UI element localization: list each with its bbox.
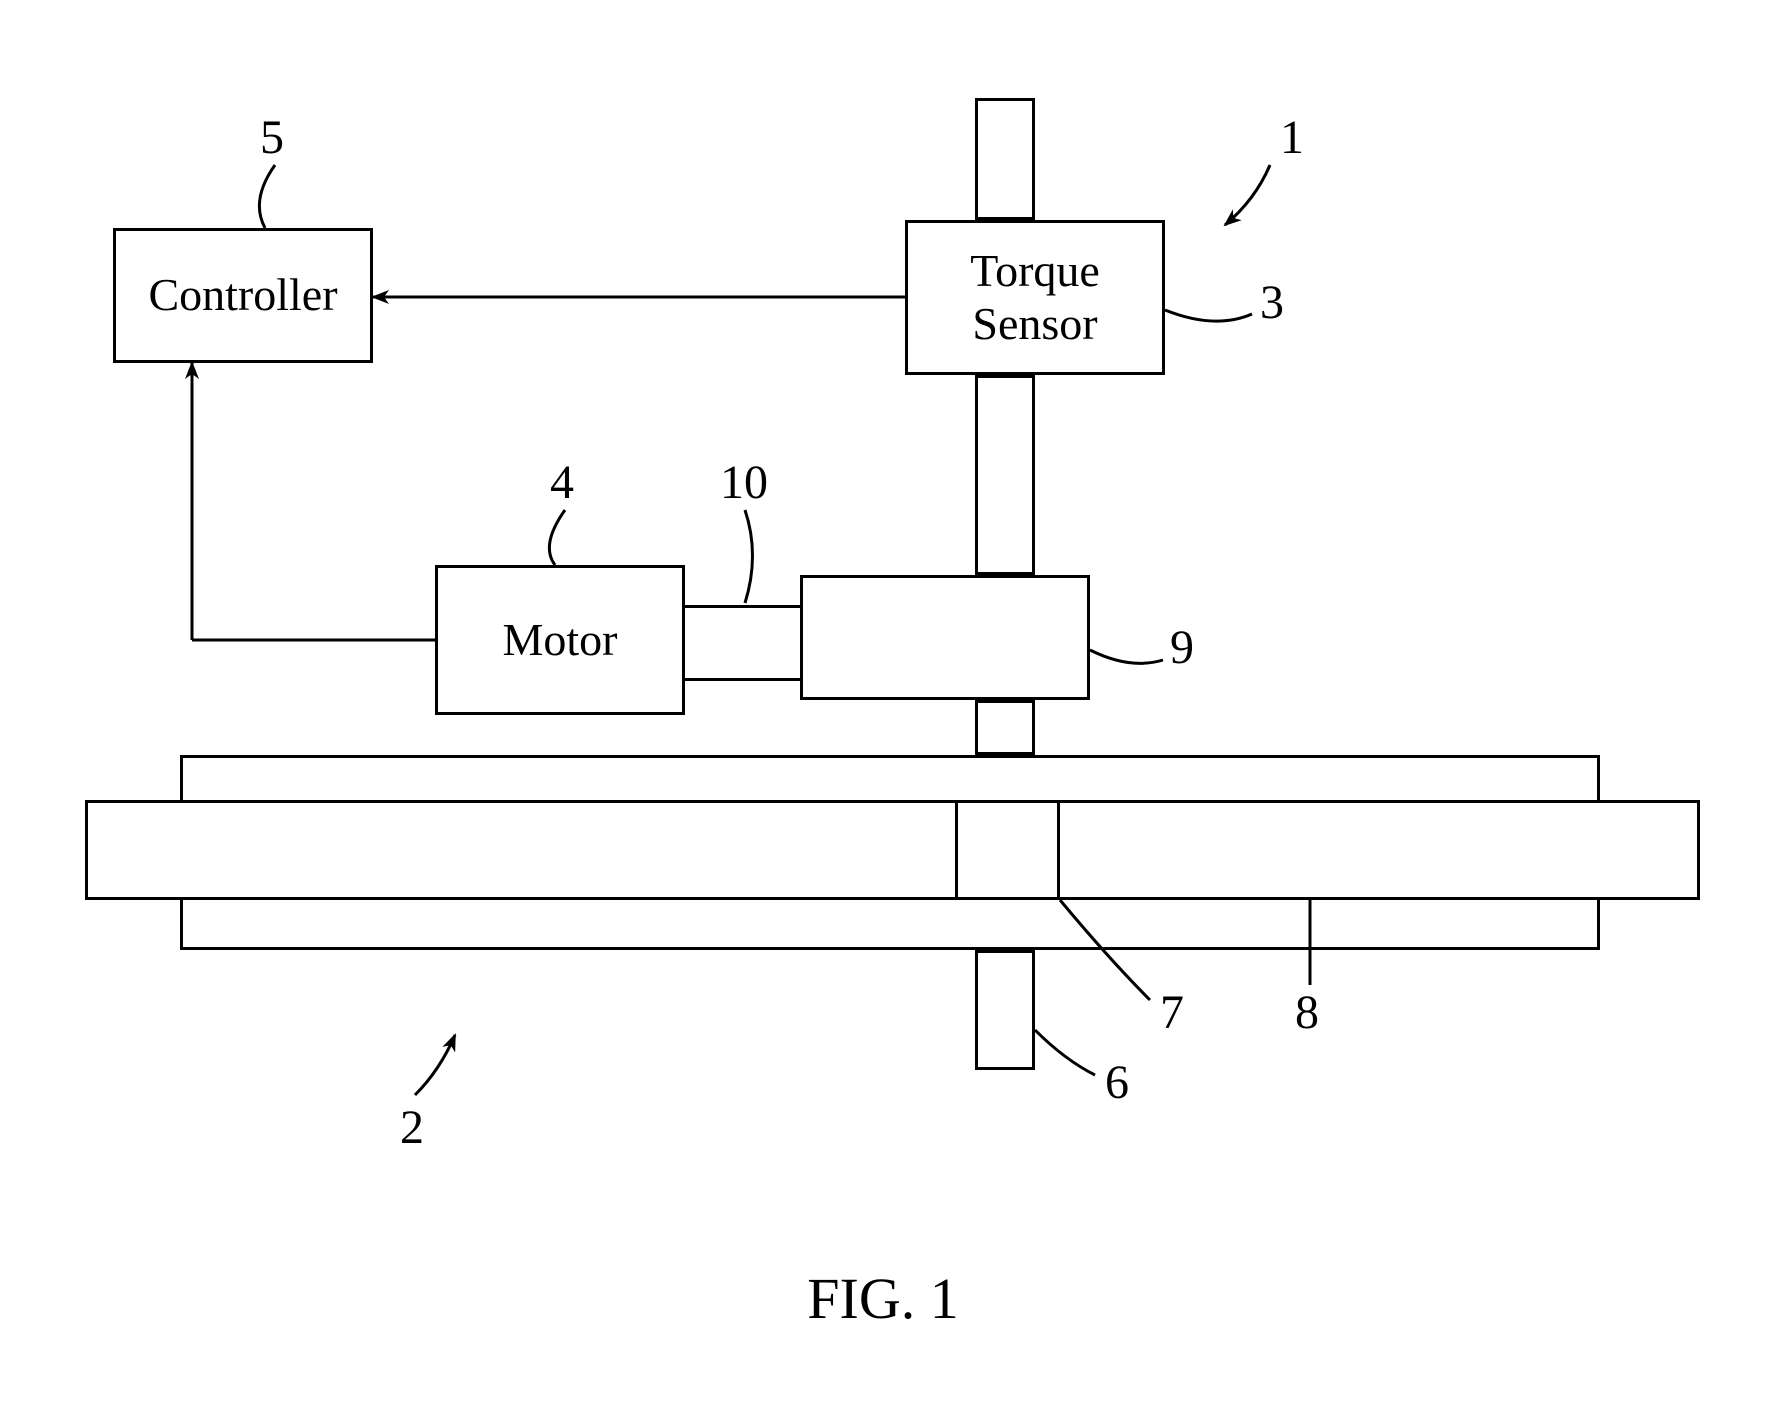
callout-9-curve (1090, 650, 1163, 663)
callout-10-label: 10 (720, 455, 768, 510)
coupling-9 (800, 575, 1090, 700)
figure-caption: FIG. 1 (0, 1265, 1766, 1332)
controller-box: Controller (113, 228, 373, 363)
callout-2-arrow (415, 1035, 455, 1095)
figure-canvas: Controller Torque Sensor Motor (0, 0, 1766, 1427)
motor-shaft-10-bottom-line (685, 678, 800, 681)
callout-1-arrow (1225, 165, 1270, 225)
upper-steering-shaft (975, 98, 1035, 220)
overlay-svg (0, 0, 1766, 1427)
motor-shaft-10-top-line (685, 605, 800, 608)
mid-steering-shaft (975, 375, 1035, 575)
motor-box: Motor (435, 565, 685, 715)
callout-9-label: 9 (1170, 620, 1194, 675)
callout-6-label: 6 (1105, 1055, 1129, 1110)
callout-5-label: 5 (260, 110, 284, 165)
callout-4-label: 4 (550, 455, 574, 510)
controller-label: Controller (148, 269, 337, 322)
motor-label: Motor (503, 614, 618, 667)
callout-10-curve (745, 510, 753, 603)
callout-7-label: 7 (1160, 985, 1184, 1040)
callout-3-label: 3 (1260, 275, 1284, 330)
callout-5-curve (259, 165, 275, 228)
lower-steering-shaft-6 (975, 950, 1035, 1070)
callout-2-label: 2 (400, 1100, 424, 1155)
short-steering-shaft (975, 700, 1035, 755)
callout-8-label: 8 (1295, 985, 1319, 1040)
callout-3-curve (1165, 310, 1252, 321)
torque-sensor-box: Torque Sensor (905, 220, 1165, 375)
callout-1-label: 1 (1280, 110, 1304, 165)
torque-sensor-label: Torque Sensor (908, 245, 1162, 351)
callout-6-curve (1035, 1030, 1095, 1075)
pinion-7 (955, 800, 1060, 900)
callout-4-curve (549, 510, 565, 565)
rack-bar-8-inner (85, 800, 1700, 900)
